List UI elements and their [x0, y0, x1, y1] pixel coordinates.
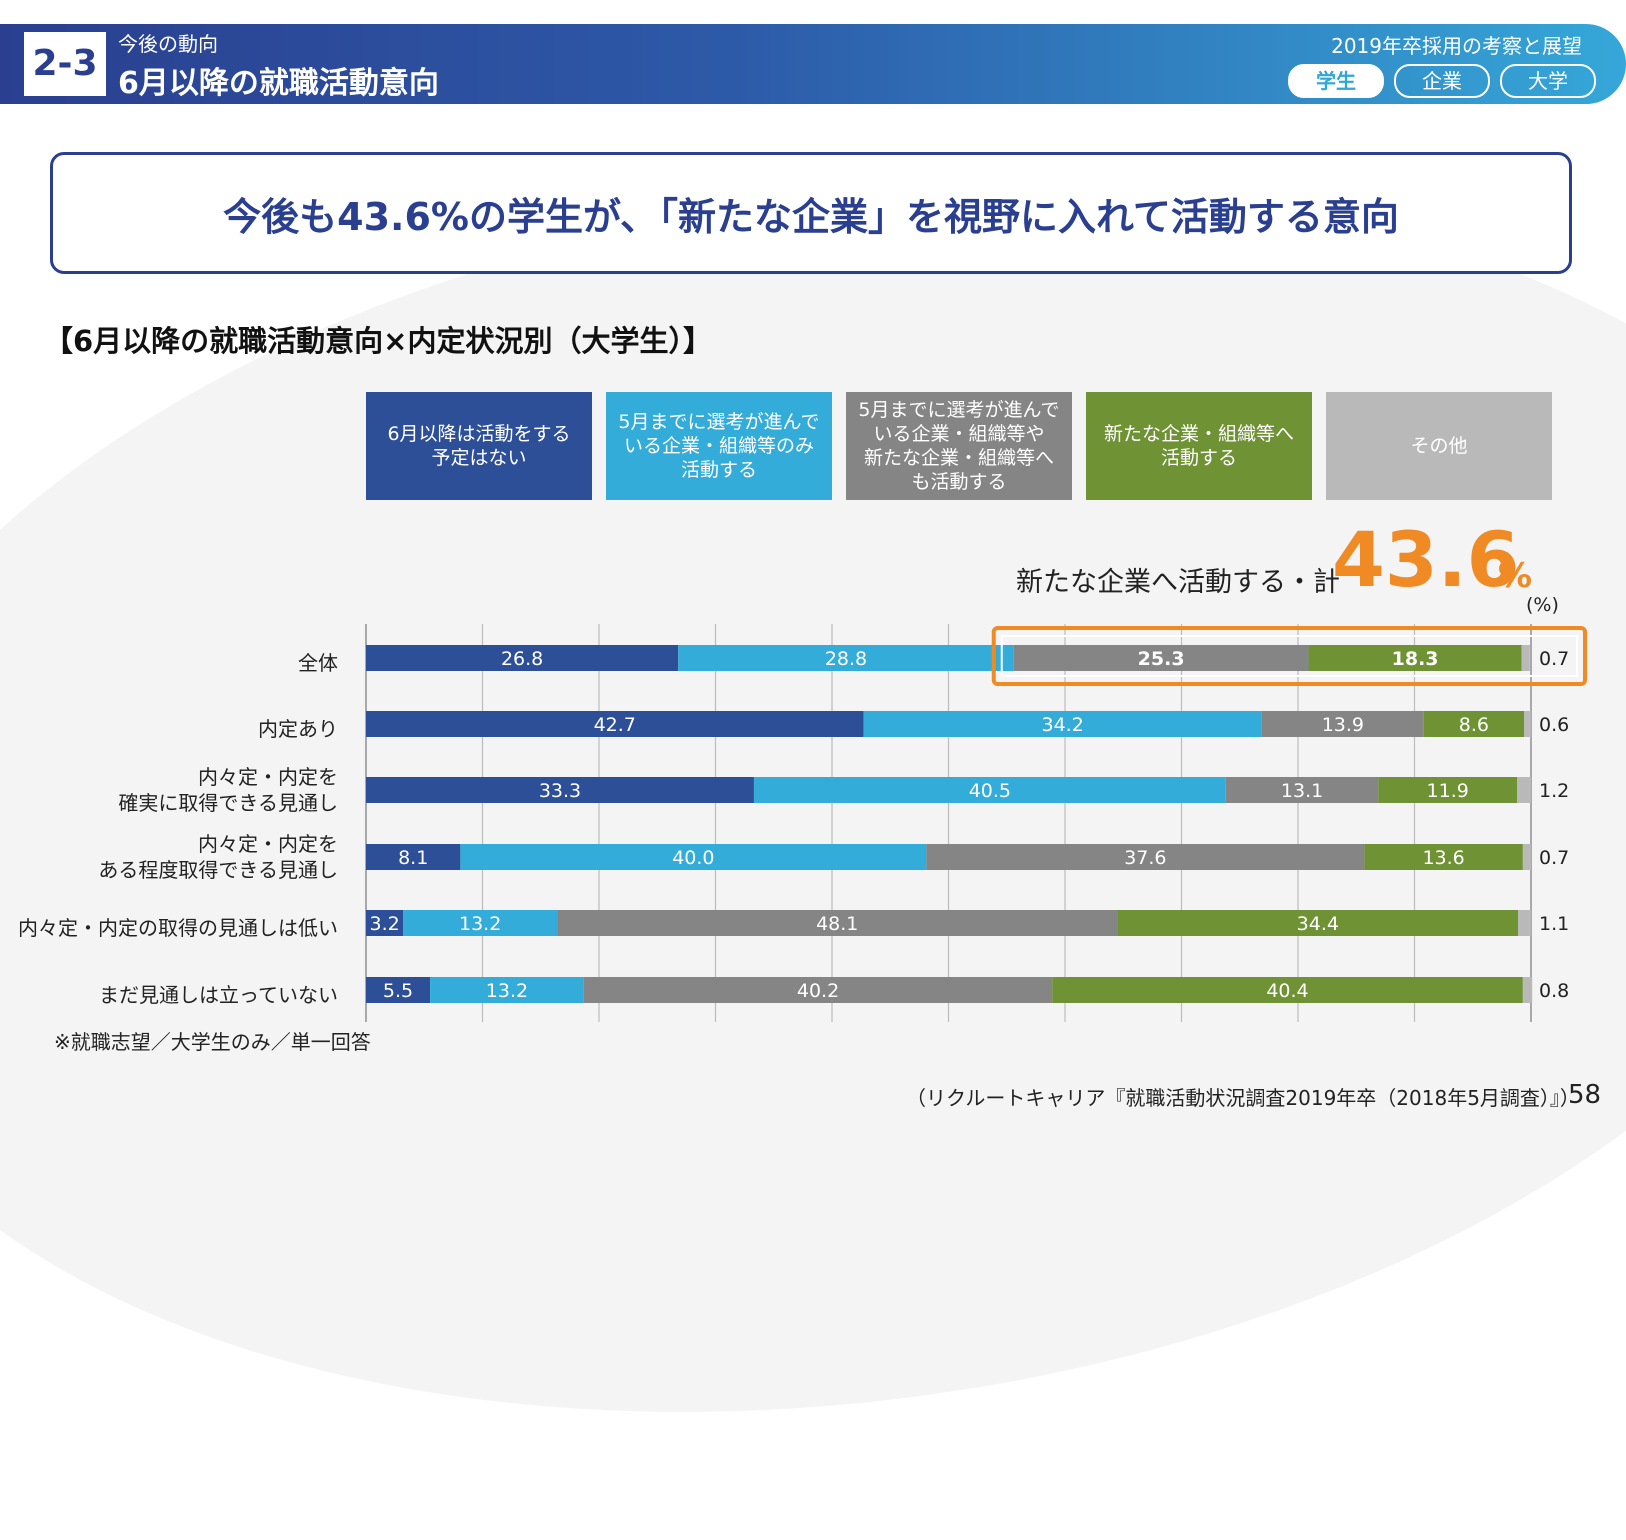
section-title: 6月以降の就職活動意向 [118, 66, 439, 101]
legend-item-4: 新たな企業・組織等へ 活動する [1086, 392, 1312, 500]
section-number: 2-3 [24, 32, 106, 96]
source-citation: （リクルートキャリア『就職活動状況調査2019年卒（2018年5月調査）』） [906, 1086, 1580, 1110]
bar-r3-s4 [1522, 844, 1531, 870]
bar-r1-s0 [366, 711, 864, 737]
bar-label-r2-s0: 33.3 [539, 780, 581, 802]
bar-r0-s1 [678, 645, 1014, 671]
audience-tabs: 学生 企業 大学 [1288, 64, 1596, 98]
bar-label-r3-s2: 37.6 [1124, 847, 1166, 869]
legend-item-1: 6月以降は活動をする 予定はない [366, 392, 592, 500]
bar-label-r0-s4: 0.7 [1539, 648, 1569, 670]
section-subtitle: 今後の動向 [118, 32, 218, 56]
total-value: 43.6 [1332, 515, 1520, 604]
bar-r3-s2 [926, 844, 1365, 870]
legend-item-3: 5月までに選考が進んで いる企業・組織等や 新たな企業・組織等へ も活動する [846, 392, 1072, 500]
bar-r2-s4 [1517, 777, 1531, 803]
page-header: 2-3 今後の動向 6月以降の就職活動意向 2019年卒採用の考察と展望 学生 … [0, 24, 1626, 104]
bar-label-r4-s1: 13.2 [459, 913, 501, 935]
category-label-1: 内定あり [258, 717, 338, 741]
footnote: ※就職志望／大学生のみ／単一回答 [54, 1030, 371, 1054]
highlight-inner-box [1000, 635, 1578, 677]
bar-r5-s1 [430, 977, 584, 1003]
highlight-box [991, 626, 1587, 686]
bar-r2-s0 [366, 777, 754, 803]
bar-label-r1-s2: 13.9 [1322, 714, 1364, 736]
category-label-5: まだ見通しは立っていない [99, 983, 338, 1007]
bar-r3-s0 [366, 844, 461, 870]
bar-r3-s1 [460, 844, 927, 870]
category-label-0: 全体 [298, 651, 338, 675]
bar-label-r5-s0: 5.5 [383, 980, 413, 1002]
bar-r1-s4 [1524, 711, 1531, 737]
report-caption: 2019年卒採用の考察と展望 [1331, 34, 1582, 58]
bar-label-r2-s3: 11.9 [1427, 780, 1469, 802]
bar-label-r5-s1: 13.2 [486, 980, 528, 1002]
bar-r0-s2 [1013, 645, 1309, 671]
bar-r0-s3 [1308, 645, 1522, 671]
bar-r4-s1 [403, 910, 558, 936]
bar-label-r3-s3: 13.6 [1422, 847, 1464, 869]
bar-label-r1-s0: 42.7 [594, 714, 636, 736]
bar-label-r0-s0: 26.8 [501, 648, 543, 670]
bar-r4-s4 [1518, 910, 1531, 936]
bar-r3-s3 [1364, 844, 1523, 870]
page-number: 58 [1568, 1080, 1602, 1110]
bar-r5-s4 [1522, 977, 1533, 1003]
bar-label-r2-s2: 13.1 [1281, 780, 1323, 802]
bar-label-r0-s2: 25.3 [1138, 648, 1185, 670]
bar-label-r0-s3: 18.3 [1392, 648, 1439, 670]
bar-label-r1-s4: 0.6 [1539, 714, 1569, 736]
legend-item-5: その他 [1326, 392, 1552, 500]
category-label-2: 内々定・内定を確実に取得できる見通し [118, 765, 338, 815]
bar-label-r5-s4: 0.8 [1539, 980, 1569, 1002]
category-label-4: 内々定・内定の取得の見通しは低い [18, 916, 338, 940]
bar-label-r4-s0: 3.2 [370, 913, 400, 935]
total-percent-sign: % [1498, 556, 1533, 596]
bar-label-r4-s4: 1.1 [1539, 913, 1569, 935]
bar-r2-s1 [753, 777, 1226, 803]
bar-r0-s4 [1521, 645, 1530, 671]
headline-text: 今後も43.6%の学生が､「新たな企業」を視野に入れて活動する意向 [223, 194, 1399, 239]
bar-label-r1-s3: 8.6 [1459, 714, 1489, 736]
tab-company[interactable]: 企業 [1394, 64, 1490, 98]
bar-r2-s2 [1225, 777, 1379, 803]
bar-r4-s3 [1117, 910, 1519, 936]
bar-label-r2-s4: 1.2 [1539, 780, 1569, 802]
bar-r4-s0 [366, 910, 404, 936]
bar-r2-s3 [1378, 777, 1518, 803]
tab-student[interactable]: 学生 [1288, 64, 1384, 98]
bar-r4-s2 [557, 910, 1118, 936]
bar-label-r5-s3: 40.4 [1266, 980, 1308, 1002]
bar-r5-s0 [366, 977, 431, 1003]
bar-r1-s2 [1261, 711, 1424, 737]
bar-label-r3-s4: 0.7 [1539, 847, 1569, 869]
legend-item-2: 5月までに選考が進んで いる企業・組織等のみ 活動する [606, 392, 832, 500]
bar-label-r1-s1: 34.2 [1042, 714, 1084, 736]
bar-r0-s0 [366, 645, 679, 671]
bar-label-r3-s0: 8.1 [398, 847, 428, 869]
bar-r5-s2 [583, 977, 1053, 1003]
bar-label-r2-s1: 40.5 [969, 780, 1011, 802]
chart-title: 【6月以降の就職活動意向×内定状況別（大学生）】 [44, 324, 712, 358]
bar-label-r5-s2: 40.2 [797, 980, 839, 1002]
bar-label-r4-s3: 34.4 [1297, 913, 1339, 935]
bar-label-r4-s2: 48.1 [816, 913, 858, 935]
total-label: 新たな企業へ活動する・計 [1016, 567, 1340, 598]
unit-label: (%) [1526, 594, 1559, 616]
stacked-bar-chart: 26.8 28.8 25.3 18.3 0.7 全体 42.7 34.2 13.9 8.6 0.6 内… [18, 624, 1587, 1022]
bar-label-r0-s1: 28.8 [825, 648, 867, 670]
bar-r5-s3 [1052, 977, 1523, 1003]
bar-label-r3-s1: 40.0 [672, 847, 714, 869]
bar-r1-s3 [1423, 711, 1525, 737]
tab-university[interactable]: 大学 [1500, 64, 1596, 98]
bar-r1-s1 [863, 711, 1262, 737]
category-label-3: 内々定・内定をある程度取得できる見通し [98, 832, 338, 882]
headline-box: 今後も43.6%の学生が､「新たな企業」を視野に入れて活動する意向 [50, 152, 1572, 274]
